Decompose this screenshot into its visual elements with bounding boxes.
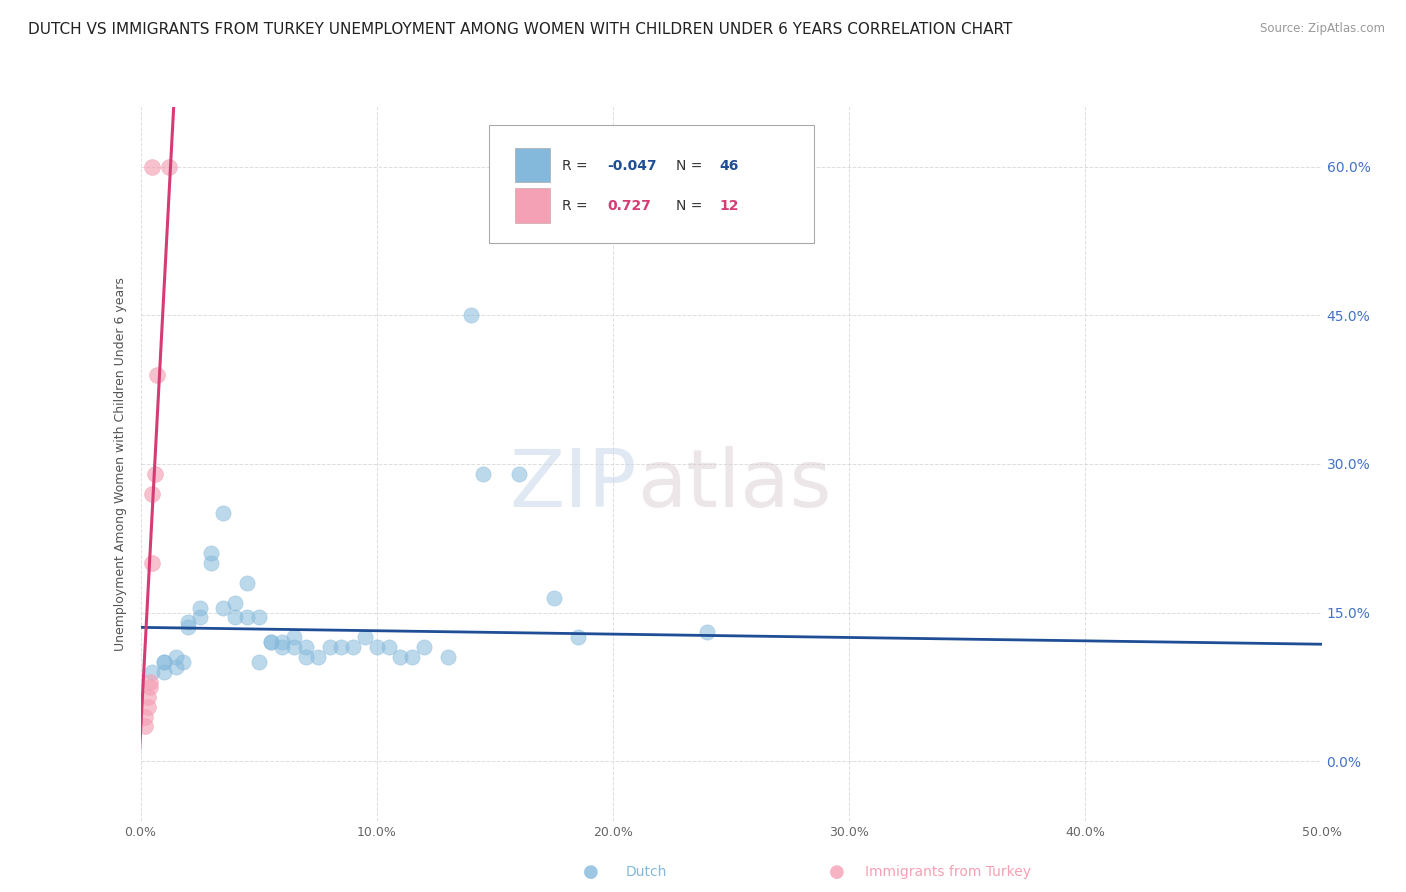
- Text: 12: 12: [720, 199, 738, 212]
- Point: [212, 600, 235, 615]
- Text: 0.727: 0.727: [607, 199, 651, 212]
- Y-axis label: Unemployment Among Women with Children Under 6 years: Unemployment Among Women with Children U…: [114, 277, 128, 651]
- Text: Dutch: Dutch: [626, 865, 666, 880]
- Point: [188, 600, 211, 615]
- Point: [236, 610, 259, 624]
- Text: Source: ZipAtlas.com: Source: ZipAtlas.com: [1260, 22, 1385, 36]
- Point: [141, 160, 163, 174]
- Text: ZIP: ZIP: [509, 446, 637, 524]
- Point: [172, 655, 194, 669]
- Point: [508, 467, 530, 481]
- Point: [177, 615, 200, 630]
- Text: N =: N =: [676, 159, 706, 172]
- Point: [200, 546, 222, 560]
- Point: [401, 650, 423, 665]
- Point: [236, 575, 259, 590]
- Point: [134, 719, 156, 733]
- Point: [330, 640, 353, 655]
- Point: [389, 650, 412, 665]
- Point: [247, 610, 270, 624]
- Text: Immigrants from Turkey: Immigrants from Turkey: [865, 865, 1031, 880]
- Point: [165, 650, 187, 665]
- Text: ●: ●: [582, 863, 599, 881]
- Point: [295, 640, 318, 655]
- Point: [247, 655, 270, 669]
- FancyBboxPatch shape: [515, 188, 550, 223]
- Text: DUTCH VS IMMIGRANTS FROM TURKEY UNEMPLOYMENT AMONG WOMEN WITH CHILDREN UNDER 6 Y: DUTCH VS IMMIGRANTS FROM TURKEY UNEMPLOY…: [28, 22, 1012, 37]
- Point: [143, 467, 166, 481]
- Point: [165, 660, 187, 674]
- Point: [188, 610, 211, 624]
- Point: [136, 690, 159, 704]
- Point: [567, 630, 589, 644]
- Text: atlas: atlas: [637, 446, 831, 524]
- Point: [153, 655, 176, 669]
- Point: [377, 640, 399, 655]
- Point: [141, 486, 163, 500]
- Point: [141, 556, 163, 570]
- Text: ●: ●: [828, 863, 845, 881]
- Point: [200, 556, 222, 570]
- Point: [436, 650, 458, 665]
- Point: [134, 709, 156, 723]
- Point: [283, 630, 305, 644]
- Point: [307, 650, 329, 665]
- Point: [139, 674, 162, 689]
- Point: [366, 640, 388, 655]
- FancyBboxPatch shape: [489, 125, 814, 243]
- Point: [543, 591, 565, 605]
- Point: [212, 507, 235, 521]
- Point: [177, 620, 200, 634]
- Text: R =: R =: [562, 199, 596, 212]
- Point: [146, 368, 169, 382]
- Point: [460, 308, 482, 322]
- Point: [271, 635, 294, 649]
- Text: R =: R =: [562, 159, 592, 172]
- Point: [696, 625, 718, 640]
- Point: [283, 640, 305, 655]
- Point: [342, 640, 364, 655]
- Point: [259, 635, 281, 649]
- Point: [224, 596, 246, 610]
- Point: [259, 635, 281, 649]
- Point: [157, 160, 180, 174]
- FancyBboxPatch shape: [515, 148, 550, 182]
- Point: [472, 467, 495, 481]
- Point: [224, 610, 246, 624]
- Point: [139, 680, 162, 694]
- Text: 46: 46: [720, 159, 738, 172]
- Text: N =: N =: [676, 199, 706, 212]
- Point: [136, 699, 159, 714]
- Point: [271, 640, 294, 655]
- Point: [153, 655, 176, 669]
- Point: [141, 665, 163, 679]
- Point: [413, 640, 436, 655]
- Text: -0.047: -0.047: [607, 159, 657, 172]
- Point: [153, 665, 176, 679]
- Point: [318, 640, 340, 655]
- Point: [295, 650, 318, 665]
- Point: [354, 630, 377, 644]
